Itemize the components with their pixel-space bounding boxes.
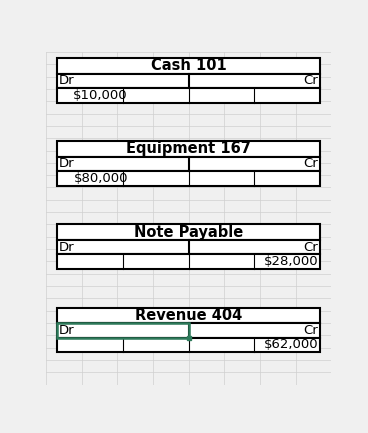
Bar (57, 323, 321, 338)
Bar (57, 307, 321, 323)
Text: $10,000: $10,000 (73, 89, 128, 102)
Bar (57, 338, 321, 352)
Bar (57, 141, 321, 157)
Bar (57, 224, 321, 240)
Bar (57, 240, 321, 255)
Text: Cr: Cr (303, 158, 318, 171)
Text: $80,000: $80,000 (74, 172, 128, 185)
Text: Equipment 167: Equipment 167 (126, 142, 251, 156)
Text: Dr: Dr (59, 158, 75, 171)
Bar (57, 58, 321, 74)
Text: Cr: Cr (303, 324, 318, 337)
Bar (57, 171, 321, 186)
Text: Revenue 404: Revenue 404 (135, 308, 242, 323)
Text: Dr: Dr (59, 324, 75, 337)
Text: Dr: Dr (59, 74, 75, 87)
Text: Note Payable: Note Payable (134, 225, 243, 239)
Text: $28,000: $28,000 (263, 255, 318, 268)
Text: Cr: Cr (303, 241, 318, 254)
Text: Cr: Cr (303, 74, 318, 87)
Text: Cash 101: Cash 101 (151, 58, 226, 73)
Bar (57, 255, 321, 269)
Text: $62,000: $62,000 (263, 339, 318, 352)
Bar (57, 323, 188, 338)
Bar (57, 157, 321, 171)
Bar (57, 74, 321, 88)
Text: Dr: Dr (59, 241, 75, 254)
Bar (57, 88, 321, 103)
